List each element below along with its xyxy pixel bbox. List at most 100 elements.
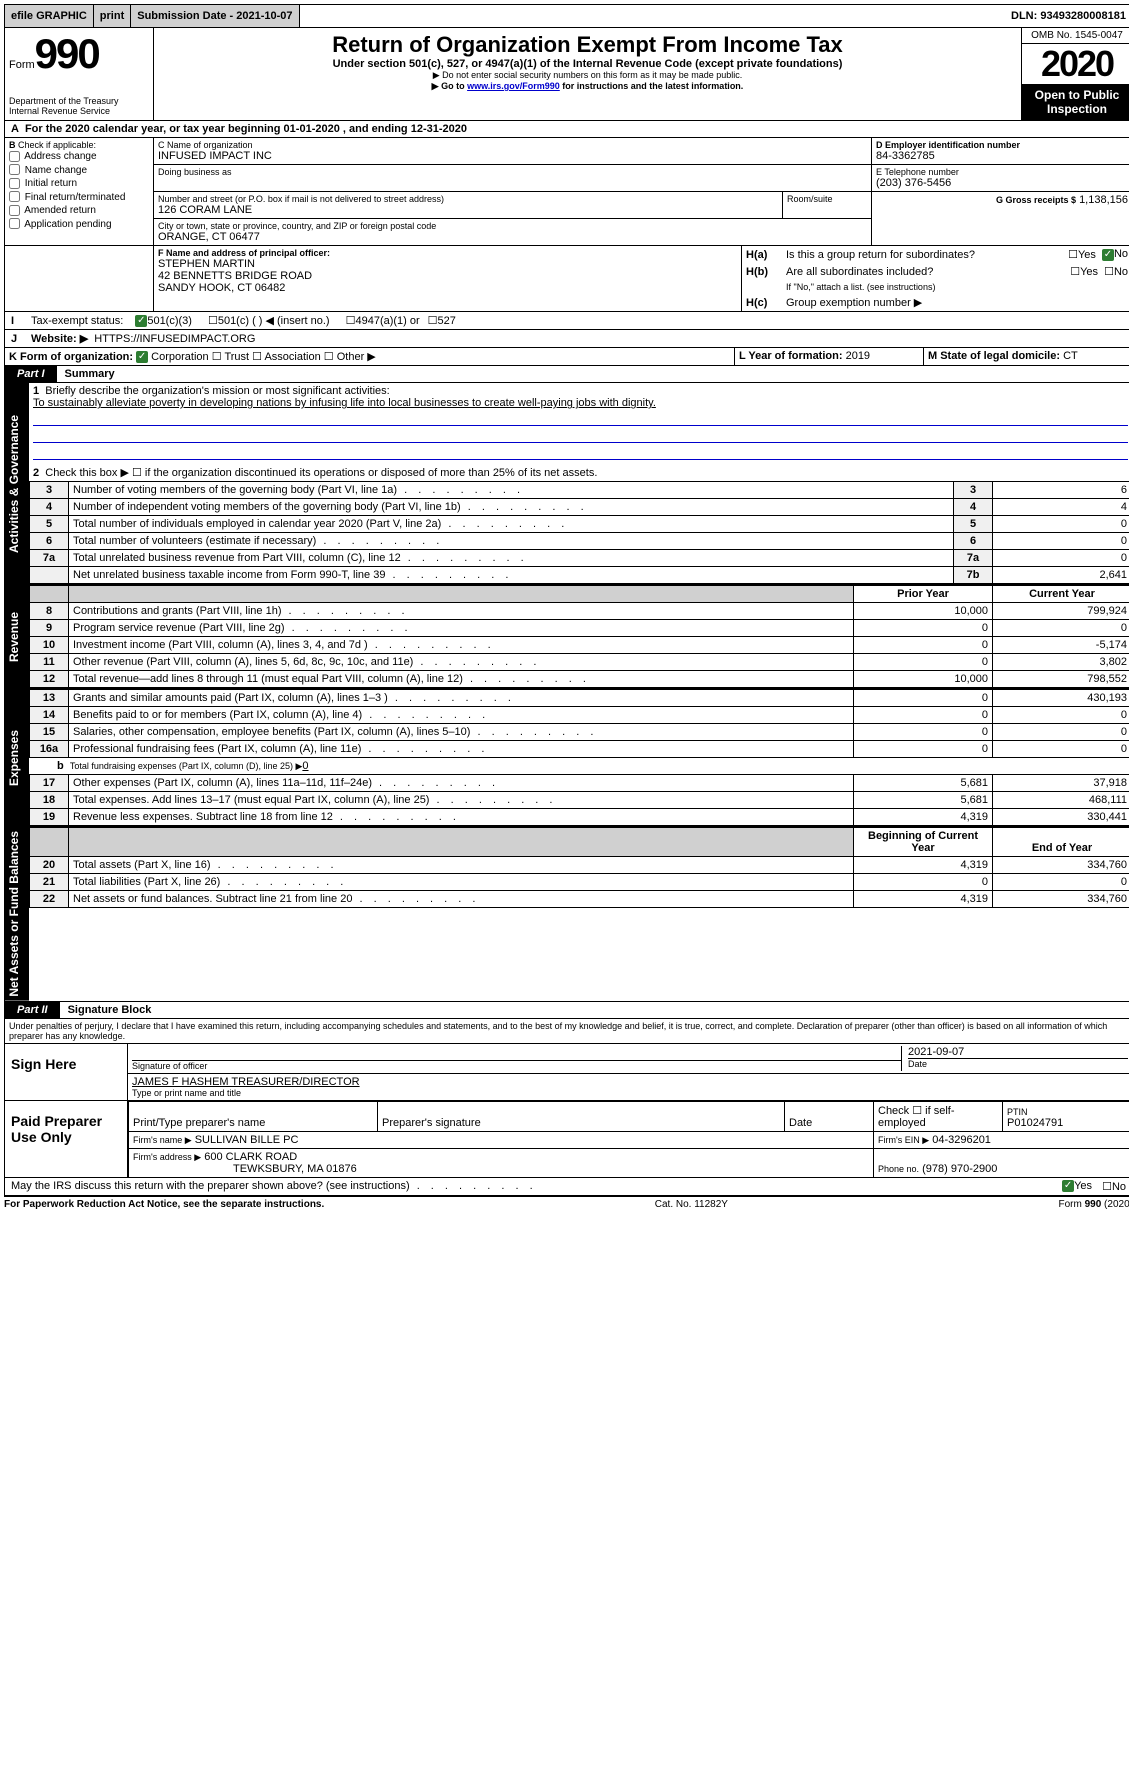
department: Department of the Treasury Internal Reve… [9, 96, 149, 116]
table-row: 9Program service revenue (Part VIII, lin… [30, 620, 1129, 637]
omb-number: OMB No. 1545-0047 [1022, 28, 1129, 44]
firm-addr1: 600 CLARK ROAD [204, 1151, 297, 1163]
table-row: 4Number of independent voting members of… [30, 499, 1129, 516]
subtitle-2: ▶ Do not enter social security numbers o… [158, 70, 1017, 81]
part-1-header: Part I Summary [4, 366, 1129, 383]
city-label: City or town, state or province, country… [158, 221, 867, 231]
table-row: 16aProfessional fundraising fees (Part I… [30, 741, 1129, 758]
chk-amended[interactable]: Amended return [9, 204, 149, 218]
form-number: Form990 [9, 30, 149, 78]
chk-name-change[interactable]: Name change [9, 164, 149, 178]
table-row: Net unrelated business taxable income fr… [30, 567, 1129, 584]
prep-name-label: Print/Type preparer's name [129, 1101, 378, 1131]
opt-527[interactable]: 527 [438, 315, 456, 327]
subtitle-3: ▶ Go to www.irs.gov/Form990 for instruct… [158, 81, 1017, 92]
vtab-activities: Activities & Governance [5, 383, 29, 584]
vtab-net-assets: Net Assets or Fund Balances [5, 827, 29, 1001]
table-row: 10Investment income (Part VIII, column (… [30, 637, 1129, 654]
ein-label: D Employer identification number [876, 140, 1128, 150]
table-row: 14Benefits paid to or for members (Part … [30, 707, 1129, 724]
line-a: A For the 2020 calendar year, or tax yea… [4, 121, 1129, 138]
chk-initial-return[interactable]: Initial return [9, 177, 149, 191]
table-row: 5Total number of individuals employed in… [30, 516, 1129, 533]
phone: (203) 376-5456 [876, 177, 1128, 189]
l2-text: Check this box ▶ ☐ if the organization d… [45, 467, 597, 479]
discuss-line: May the IRS discuss this return with the… [4, 1178, 1129, 1196]
officer-name: STEPHEN MARTIN [158, 258, 737, 270]
paid-preparer-section: Paid Preparer Use Only Print/Type prepar… [4, 1101, 1129, 1178]
opt-trust[interactable]: Trust [224, 351, 249, 363]
discuss-no[interactable]: ☐No [1102, 1180, 1126, 1193]
opt-corp[interactable]: Corporation [151, 351, 208, 363]
type-print-label: Type or print name and title [132, 1088, 1128, 1098]
table-row: 12Total revenue—add lines 8 through 11 (… [30, 671, 1129, 688]
h-b-no[interactable]: ☐No [1104, 265, 1128, 278]
table-row: 8Contributions and grants (Part VIII, li… [30, 603, 1129, 620]
phone-label: E Telephone number [876, 167, 1128, 177]
print-button[interactable]: print [94, 5, 131, 27]
chk-application-pending[interactable]: Application pending [9, 218, 149, 232]
table-row: 11Other revenue (Part VIII, column (A), … [30, 654, 1129, 671]
chk-final-return[interactable]: Final return/terminated [9, 191, 149, 205]
sig-officer-label: Signature of officer [132, 1060, 901, 1071]
opt-4947[interactable]: 4947(a)(1) or [355, 315, 419, 327]
h-b-yes[interactable]: ☐Yes [1070, 265, 1098, 278]
officer-printed: JAMES F HASHEM TREASURER/DIRECTOR [132, 1076, 1128, 1088]
revenue-section: Revenue Prior YearCurrent Year8Contribut… [4, 585, 1129, 689]
firm-ein: 04-3296201 [932, 1134, 991, 1146]
officer-addr1: 42 BENNETTS BRIDGE ROAD [158, 270, 737, 282]
officer-addr2: SANDY HOOK, CT 06482 [158, 282, 737, 294]
ein: 84-3362785 [876, 150, 1128, 162]
discuss-yes[interactable]: ✓Yes [1062, 1180, 1092, 1192]
opt-assoc[interactable]: Association [264, 351, 320, 363]
prep-sig-label: Preparer's signature [378, 1101, 785, 1131]
table-row: 22Net assets or fund balances. Subtract … [30, 891, 1129, 908]
l1-text: Briefly describe the organization's miss… [45, 385, 389, 397]
h-a-text: Is this a group return for subordinates? [786, 249, 1068, 261]
h-b-text: Are all subordinates included? [786, 266, 1070, 278]
mission-text: To sustainably alleviate poverty in deve… [33, 397, 1128, 409]
net-assets-section: Net Assets or Fund Balances Beginning of… [4, 827, 1129, 1002]
website[interactable]: HTTPS://INFUSEDIMPACT.ORG [94, 333, 255, 345]
sig-date-label: Date [908, 1058, 1128, 1069]
prep-date-label: Date [785, 1101, 874, 1131]
table-row: 21Total liabilities (Part X, line 26)00 [30, 874, 1129, 891]
table-row: 20Total assets (Part X, line 16)4,319334… [30, 857, 1129, 874]
firm-name: SULLIVAN BILLE PC [195, 1134, 299, 1146]
subtitle-1: Under section 501(c), 527, or 4947(a)(1)… [158, 58, 1017, 70]
block-b-through-g: B Check if applicable: Address change Na… [4, 138, 1129, 246]
addr: 126 CORAM LANE [158, 204, 778, 216]
l16b-text: Total fundraising expenses (Part IX, col… [70, 761, 303, 771]
activities-governance: Activities & Governance 1 Briefly descri… [4, 383, 1129, 585]
org-name-label: C Name of organization [158, 140, 867, 150]
h-a-no[interactable]: ✓No [1102, 248, 1128, 260]
vtab-revenue: Revenue [5, 585, 29, 688]
firm-addr2: TEWKSBURY, MA 01876 [133, 1163, 357, 1175]
part-2-header: Part II Signature Block [4, 1002, 1129, 1019]
efile-button[interactable]: efile GRAPHIC [5, 5, 94, 27]
sig-date: 2021-09-07 [908, 1046, 1128, 1058]
chk-address-change[interactable]: Address change [9, 150, 149, 164]
room-label: Room/suite [783, 192, 871, 218]
submission-date: Submission Date - 2021-10-07 [131, 5, 299, 27]
opt-other[interactable]: Other ▶ [337, 351, 376, 363]
gross-receipts: 1,138,156 [1079, 194, 1128, 206]
opt-501c3[interactable]: 501(c)(3) [147, 315, 192, 327]
h-a-yes[interactable]: ☐Yes [1068, 248, 1096, 261]
dln: DLN: 93493280008181 [1005, 5, 1129, 27]
table-row: 6Total number of volunteers (estimate if… [30, 533, 1129, 550]
table-row: 18Total expenses. Add lines 13–17 (must … [30, 792, 1129, 809]
addr-label: Number and street (or P.O. box if mail i… [158, 194, 778, 204]
vtab-expenses: Expenses [5, 689, 29, 826]
check-self-employed[interactable]: Check ☐ if self-employed [874, 1101, 1003, 1131]
perjury-text: Under penalties of perjury, I declare th… [4, 1019, 1129, 1044]
top-bar: efile GRAPHIC print Submission Date - 20… [4, 4, 1129, 28]
block-f-h: F Name and address of principal officer:… [4, 246, 1129, 312]
opt-501c[interactable]: 501(c) ( ) ◀ (insert no.) [218, 314, 330, 327]
tax-year: 2020 [1022, 44, 1129, 84]
irs-link[interactable]: www.irs.gov/Form990 [467, 81, 560, 91]
state-domicile: CT [1063, 350, 1078, 362]
dba-label: Doing business as [158, 167, 867, 177]
open-to-public: Open to Public Inspection [1022, 84, 1129, 120]
org-name: INFUSED IMPACT INC [158, 150, 867, 162]
